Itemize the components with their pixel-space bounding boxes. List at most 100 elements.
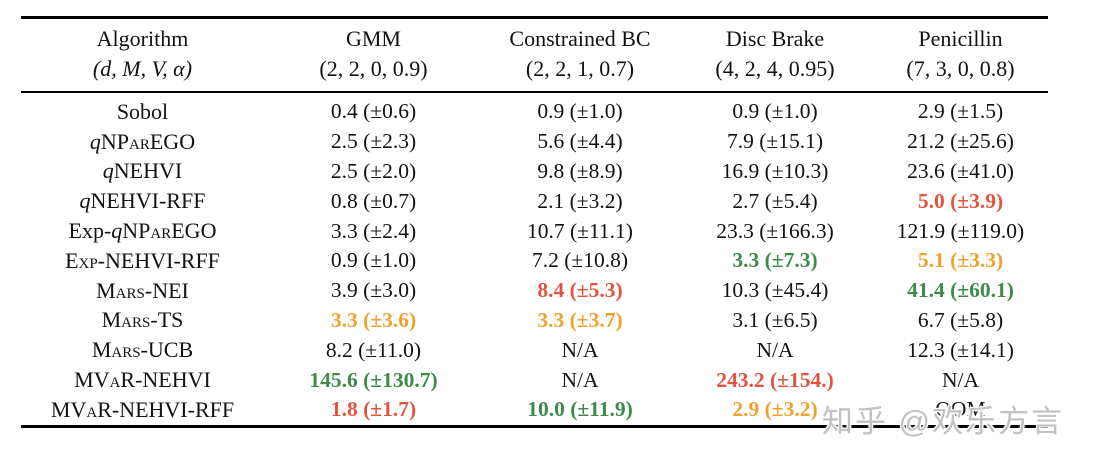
algorithm-cell: Mars-NEI bbox=[21, 276, 264, 306]
algorithm-name: MVaR-NEHVI bbox=[74, 367, 211, 393]
table-row-sobol: Sobol 0.4 (±0.6) 0.9 (±1.0) 0.9 (±1.0) 2… bbox=[21, 92, 1048, 127]
algorithm-name: Mars-TS bbox=[101, 307, 184, 333]
table-row-mvar-nehvi: MVaR-NEHVI 145.6 (±130.7) N/A 243.2 (±15… bbox=[21, 365, 1048, 395]
table-row-mars-nei: Mars-NEI 3.9 (±3.0) 8.4 (±5.3) 10.3 (±45… bbox=[21, 276, 1048, 306]
value-cell: N/A bbox=[756, 337, 794, 362]
table-row-mvar-nehvi-rff: MVaR-NEHVI-RFF 1.8 (±1.7) 10.0 (±11.9) 2… bbox=[21, 395, 1048, 426]
algorithm-name: NEHVI bbox=[113, 158, 183, 184]
algorithm-name: Sobol bbox=[116, 98, 169, 124]
algorithm-name: Mars-UCB bbox=[91, 337, 194, 363]
value-cell: 6.7 (±5.8) bbox=[917, 307, 1004, 332]
value-cell: 9.8 (±8.9) bbox=[537, 158, 623, 183]
algorithm-italic: q bbox=[89, 128, 101, 154]
column-params: (2, 2, 0, 0.9) bbox=[319, 56, 428, 81]
value-cell: 2.9 (±1.5) bbox=[917, 99, 1004, 124]
column-name: GMM bbox=[345, 26, 401, 51]
column-params: (d, M, V, α) bbox=[92, 56, 193, 81]
value-cell: 8.2 (±11.0) bbox=[325, 337, 422, 362]
algorithm-italic: q bbox=[111, 218, 123, 244]
algorithm-cell: qNParEGO bbox=[21, 127, 264, 157]
value-cell: 3.3 (±2.4) bbox=[330, 218, 417, 243]
value-cell: 0.9 (±1.0) bbox=[330, 248, 417, 273]
value-cell: OOM bbox=[935, 397, 986, 422]
column-name: Disc Brake bbox=[725, 26, 825, 51]
column-params: (2, 2, 1, 0.7) bbox=[525, 56, 635, 81]
table-row-mars-ucb: Mars-UCB 8.2 (±11.0) N/A N/A 12.3 (±14.1… bbox=[21, 335, 1048, 365]
value-cell: 0.4 (±0.6) bbox=[330, 99, 417, 124]
algorithm-cell: qNEHVI-RFF bbox=[21, 186, 264, 216]
value-cell: 3.9 (±3.0) bbox=[330, 278, 417, 303]
value-cell: 23.6 (±41.0) bbox=[907, 158, 1014, 183]
algorithm-name: NParEGO bbox=[100, 128, 196, 154]
value-cell: 3.3 (±7.3) bbox=[732, 248, 818, 273]
value-cell: 121.9 (±119.0) bbox=[896, 218, 1025, 243]
column-header-penicillin: Penicillin (7, 3, 0, 0.8) bbox=[873, 17, 1048, 93]
column-name: Constrained BC bbox=[509, 26, 651, 51]
value-cell: 1.8 (±1.7) bbox=[330, 397, 417, 422]
value-cell: N/A bbox=[561, 367, 599, 392]
algorithm-cell: Exp-NEHVI-RFF bbox=[21, 246, 264, 276]
value-cell: 3.1 (±6.5) bbox=[732, 307, 818, 332]
column-name: Penicillin bbox=[918, 26, 1003, 51]
value-cell: 145.6 (±130.7) bbox=[309, 367, 438, 392]
value-cell: 7.9 (±15.1) bbox=[727, 129, 823, 154]
algorithm-italic: q bbox=[79, 188, 91, 214]
value-cell: 0.8 (±0.7) bbox=[330, 188, 417, 213]
column-params: (4, 2, 4, 0.95) bbox=[715, 56, 835, 81]
value-cell: 7.2 (±10.8) bbox=[532, 248, 628, 273]
value-cell: 12.3 (±14.1) bbox=[907, 337, 1014, 362]
value-cell: 2.5 (±2.0) bbox=[330, 158, 417, 183]
value-cell: 0.9 (±1.0) bbox=[537, 99, 623, 124]
algorithm-cell: MVaR-NEHVI-RFF bbox=[21, 395, 264, 426]
algorithm-cell: Mars-TS bbox=[21, 306, 264, 336]
algorithm-cell: Mars-UCB bbox=[21, 335, 264, 365]
value-cell: 0.9 (±1.0) bbox=[732, 99, 818, 124]
value-cell: 2.1 (±3.2) bbox=[537, 188, 623, 213]
table-row-exp-nehvi-rff: Exp-NEHVI-RFF 0.9 (±1.0) 7.2 (±10.8) 3.3… bbox=[21, 246, 1048, 276]
table-row-qnehvi-rff: qNEHVI-RFF 0.8 (±0.7) 2.1 (±3.2) 2.7 (±5… bbox=[21, 186, 1048, 216]
table-row-exp-qnparego: Exp-qNParEGO 3.3 (±2.4) 10.7 (±11.1) 23.… bbox=[21, 216, 1048, 246]
value-cell: 5.0 (±3.9) bbox=[917, 188, 1004, 213]
algorithm-name: MVaR-NEHVI-RFF bbox=[50, 396, 235, 422]
value-cell: N/A bbox=[941, 367, 980, 392]
algorithm-name: Mars-NEI bbox=[96, 277, 189, 303]
algorithm-cell: qNEHVI bbox=[21, 157, 264, 187]
results-table: Algorithm (d, M, V, α) GMM (2, 2, 0, 0.9… bbox=[21, 16, 1048, 428]
algorithm-cell: Sobol bbox=[21, 92, 264, 127]
value-cell: N/A bbox=[561, 337, 599, 362]
algorithm-name: NEHVI-RFF bbox=[90, 188, 206, 214]
column-header-algorithm: Algorithm (d, M, V, α) bbox=[21, 17, 264, 93]
value-cell: 8.4 (±5.3) bbox=[537, 278, 623, 303]
value-cell: 16.9 (±10.3) bbox=[721, 158, 829, 183]
value-cell: 3.3 (±3.7) bbox=[537, 307, 623, 332]
value-cell: 10.3 (±45.4) bbox=[721, 278, 829, 303]
table-row-qnehvi: qNEHVI 2.5 (±2.0) 9.8 (±8.9) 16.9 (±10.3… bbox=[21, 157, 1048, 187]
value-cell: 10.0 (±11.9) bbox=[527, 397, 633, 422]
value-cell: 2.5 (±2.3) bbox=[330, 129, 417, 154]
value-cell: 10.7 (±11.1) bbox=[527, 218, 633, 243]
value-cell: 243.2 (±154.) bbox=[716, 367, 834, 392]
header-row: Algorithm (d, M, V, α) GMM (2, 2, 0, 0.9… bbox=[21, 17, 1048, 93]
algorithm-cell: MVaR-NEHVI bbox=[21, 365, 264, 395]
zhihu-watermark: 知乎 @欢乐方言 bbox=[822, 404, 1065, 439]
value-cell: 3.3 (±3.6) bbox=[330, 307, 417, 332]
value-cell: 41.4 (±60.1) bbox=[907, 278, 1014, 303]
column-header-constrained-bc: Constrained BC (2, 2, 1, 0.7) bbox=[483, 17, 677, 93]
table-row-mars-ts: Mars-TS 3.3 (±3.6) 3.3 (±3.7) 3.1 (±6.5)… bbox=[21, 306, 1048, 336]
value-cell: 5.1 (±3.3) bbox=[917, 248, 1004, 273]
algorithm-name: Exp-NEHVI-RFF bbox=[65, 247, 220, 273]
column-params: (7, 3, 0, 0.8) bbox=[906, 56, 1015, 81]
value-cell: 2.7 (±5.4) bbox=[732, 188, 818, 213]
algorithm-name: NParEGO bbox=[122, 218, 217, 244]
value-cell: 2.9 (±3.2) bbox=[732, 397, 818, 422]
algorithm-cell: Exp-qNParEGO bbox=[21, 216, 264, 246]
column-header-disc-brake: Disc Brake (4, 2, 4, 0.95) bbox=[677, 17, 873, 93]
column-name: Algorithm bbox=[96, 26, 189, 51]
value-cell: 21.2 (±25.6) bbox=[907, 129, 1014, 154]
table-row-qnparego: qNParEGO 2.5 (±2.3) 5.6 (±4.4) 7.9 (±15.… bbox=[21, 127, 1048, 157]
column-header-gmm: GMM (2, 2, 0, 0.9) bbox=[264, 17, 483, 93]
value-cell: 5.6 (±4.4) bbox=[537, 129, 623, 154]
algorithm-italic: q bbox=[102, 158, 114, 184]
value-cell: 23.3 (±166.3) bbox=[716, 218, 834, 243]
algorithm-prefix: Exp- bbox=[68, 218, 112, 244]
